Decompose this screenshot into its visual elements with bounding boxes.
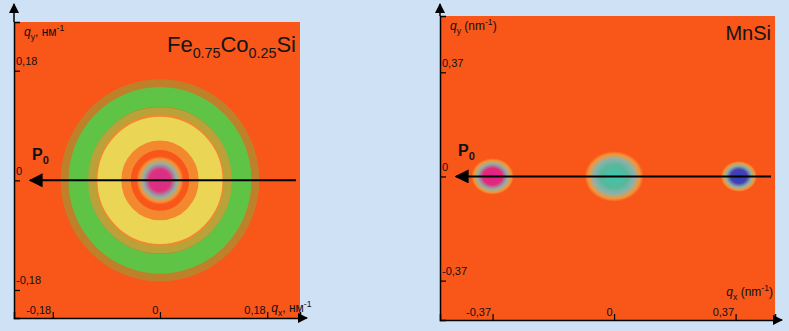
y-tick: 0,37 [440, 57, 463, 73]
title-subscript: 0.75 [193, 45, 221, 61]
x-tick-label: -0,37 [466, 306, 491, 318]
plot-area [440, 16, 775, 320]
detector-background [440, 16, 775, 320]
figure: -0,1800,18-0,1800,18qy, нм-1qx, нм-1P0Fe… [0, 0, 789, 331]
x-axis-title: qx (nm-1) [726, 283, 773, 301]
x-tick-mark [53, 312, 54, 318]
x-axis-arrow [775, 319, 782, 321]
y-tick-mark [14, 71, 20, 72]
y-axis: -0,18 0 0,18 [14, 23, 41, 319]
x-tick: 0,37 [713, 306, 736, 320]
x-tick-mark [735, 314, 736, 320]
polarization-subscript: 0 [43, 154, 49, 166]
y-tick: -0,37 [440, 265, 467, 281]
polarization-symbol: P [32, 146, 43, 163]
title-part: Co [220, 32, 248, 57]
title-part: MnSi [725, 22, 771, 44]
x-tick: 0,18 [244, 304, 267, 318]
axis-unit: ) [493, 19, 497, 33]
y-tick-label: 0,37 [442, 57, 463, 69]
x-axis: -0,18 0 0,18 [15, 304, 301, 319]
y-tick-mark [440, 72, 446, 73]
axis-unit: (nm [461, 19, 485, 33]
axis-superscript: -1 [304, 299, 312, 309]
x-tick-mark [160, 312, 161, 318]
x-tick-label: -0,18 [26, 304, 51, 316]
x-tick: 0 [152, 304, 160, 318]
panel-title: Fe0.75Co0.25Si [167, 32, 296, 61]
x-tick-label: 0,18 [244, 304, 265, 316]
y-axis: -0,37 0 0,37 [440, 17, 467, 321]
x-tick: -0,18 [26, 304, 53, 318]
polarization-label: P0 [458, 142, 475, 162]
x-tick: 0 [606, 306, 614, 320]
y-tick-label: 0 [16, 165, 22, 177]
y-tick: 0 [14, 165, 22, 181]
plot-area [14, 22, 300, 318]
y-tick-mark [440, 176, 446, 177]
polarization-label: P0 [32, 146, 49, 166]
y-axis-title: qy (nm-1) [450, 17, 497, 35]
title-part: Fe [167, 32, 193, 57]
axis-unit: , нм [282, 301, 304, 315]
y-axis-title: qy, нм-1 [24, 23, 64, 41]
y-tick: -0,18 [14, 274, 41, 290]
x-axis-arrow [300, 317, 307, 319]
x-tick-mark [614, 314, 615, 320]
y-tick-label: 0,18 [16, 55, 37, 67]
x-axis-title: qx, нм-1 [271, 299, 311, 317]
y-axis-arrow [13, 4, 15, 22]
y-tick-mark [440, 280, 446, 281]
x-tick-mark [267, 312, 268, 318]
x-tick-label: 0,37 [713, 306, 734, 318]
x-tick-mark [492, 314, 493, 320]
y-tick-mark [14, 180, 20, 181]
axis-unit: (nm [737, 285, 761, 299]
x-tick-label: 0 [152, 304, 158, 316]
y-tick: 0 [440, 161, 448, 177]
axis-superscript: -1 [57, 23, 65, 33]
panel: -0,3700,37-0,3700,37qy (nm-1)qx (nm-1)P0… [440, 4, 782, 321]
polarization-arrow [30, 179, 296, 181]
title-subscript: 0.25 [249, 45, 277, 61]
x-tick-label: 0 [606, 306, 612, 318]
y-tick-mark [14, 290, 20, 291]
axis-unit: , нм [35, 25, 57, 39]
x-axis: -0,37 0 0,37 [441, 306, 776, 321]
y-tick-label: -0,18 [16, 274, 41, 286]
y-tick-label: 0 [442, 161, 448, 173]
x-tick: -0,37 [466, 306, 493, 320]
panel: -0,1800,18-0,1800,18qy, нм-1qx, нм-1P0Fe… [14, 4, 312, 319]
title-part: Si [276, 32, 296, 57]
polarization-subscript: 0 [469, 150, 475, 162]
y-axis-arrow [439, 4, 441, 16]
y-tick-label: -0,37 [442, 265, 467, 277]
polarization-symbol: P [458, 142, 469, 159]
y-tick: 0,18 [14, 55, 37, 71]
polarization-arrow [456, 175, 771, 177]
panel-title: MnSi [725, 22, 771, 44]
axis-unit: ) [769, 285, 773, 299]
detector-background [14, 22, 300, 318]
